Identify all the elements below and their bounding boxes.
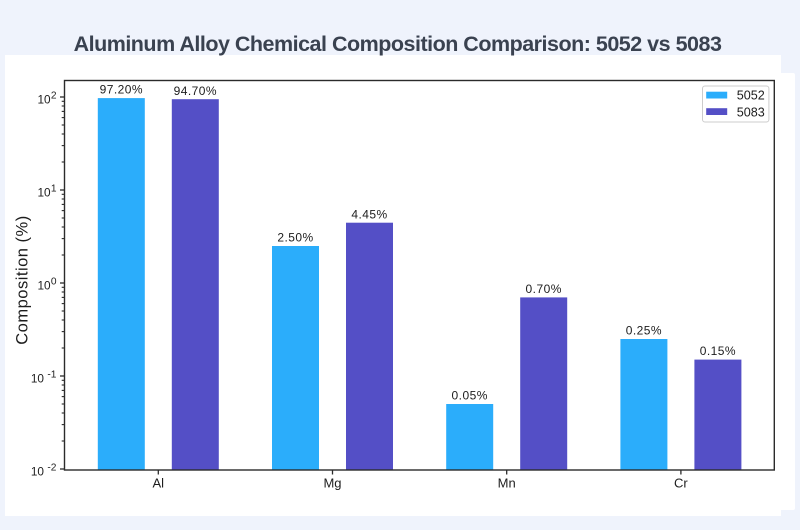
- svg-text:10: 10: [37, 93, 51, 107]
- svg-text:0.25%: 0.25%: [626, 324, 662, 338]
- svg-text:2: 2: [51, 90, 57, 101]
- svg-text:1: 1: [51, 183, 57, 194]
- svg-text:Cr: Cr: [674, 476, 688, 491]
- svg-text:Mn: Mn: [498, 476, 516, 491]
- svg-text:10: 10: [37, 279, 51, 293]
- svg-text:5083: 5083: [737, 106, 765, 120]
- svg-text:97.20%: 97.20%: [100, 83, 143, 97]
- svg-text:0.15%: 0.15%: [700, 344, 736, 358]
- svg-text:10: 10: [31, 465, 45, 479]
- svg-text:5052: 5052: [737, 88, 765, 102]
- svg-text:10: 10: [37, 186, 51, 200]
- svg-text:0.05%: 0.05%: [452, 389, 488, 403]
- svg-text:2.50%: 2.50%: [277, 231, 313, 245]
- svg-text:Mg: Mg: [323, 476, 341, 491]
- svg-text:0.70%: 0.70%: [526, 282, 562, 296]
- svg-text:0: 0: [51, 276, 57, 287]
- svg-text:4.45%: 4.45%: [351, 207, 387, 221]
- svg-text:-2: -2: [47, 462, 56, 473]
- svg-text:10: 10: [31, 372, 45, 386]
- svg-text:Al: Al: [153, 476, 165, 491]
- svg-text:-1: -1: [47, 369, 56, 380]
- svg-text:Composition (%): Composition (%): [14, 215, 32, 344]
- svg-text:94.70%: 94.70%: [174, 84, 217, 98]
